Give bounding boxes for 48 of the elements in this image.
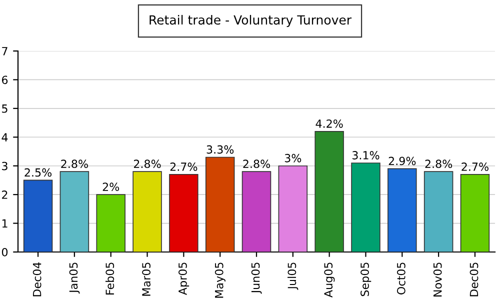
bar bbox=[169, 174, 198, 252]
x-tick-label: Feb05 bbox=[105, 262, 114, 294]
y-tick-label: 1 bbox=[2, 219, 8, 228]
data-label: 4.2% bbox=[316, 119, 343, 128]
x-tick-label: Oct05 bbox=[396, 262, 406, 294]
data-label: 2.8% bbox=[61, 160, 88, 168]
x-tick-label: Mar05 bbox=[142, 262, 150, 296]
bar bbox=[314, 130, 344, 252]
data-label: 2.5% bbox=[24, 168, 52, 177]
bar bbox=[424, 171, 454, 252]
bar bbox=[23, 180, 53, 252]
data-label: 2.8% bbox=[243, 160, 270, 168]
bar bbox=[205, 156, 235, 252]
data-label: 2.9% bbox=[388, 156, 416, 166]
bar bbox=[278, 165, 308, 252]
data-label: 2.7% bbox=[462, 162, 488, 171]
bar bbox=[132, 171, 162, 252]
x-tick-label: Jul05 bbox=[288, 262, 298, 290]
x-tick-label: Dec04 bbox=[32, 262, 42, 296]
y-tick-label: 0 bbox=[2, 248, 8, 256]
bar bbox=[460, 174, 490, 252]
x-tick-label: Dec05 bbox=[470, 262, 478, 296]
x-tick-label: Jun05 bbox=[251, 262, 262, 294]
y-tick-label: 3 bbox=[2, 162, 8, 170]
bar bbox=[351, 162, 380, 252]
data-label: 3.3% bbox=[206, 145, 234, 154]
bar bbox=[242, 171, 272, 252]
data-label: 2% bbox=[102, 182, 120, 192]
y-tick-label: 5 bbox=[2, 104, 8, 113]
data-label: 3.1% bbox=[352, 151, 380, 160]
bar bbox=[60, 171, 90, 252]
data-label: 3% bbox=[284, 154, 302, 162]
x-tick-label: Aug05 bbox=[324, 262, 335, 298]
x-tick-label: Sep05 bbox=[360, 262, 372, 296]
x-tick-label: May05 bbox=[214, 262, 226, 298]
chart-title: Retail trade - Voluntary Turnover bbox=[150, 14, 352, 28]
y-tick-label: 6 bbox=[2, 76, 8, 84]
y-tick-label: 4 bbox=[2, 133, 8, 142]
data-label: 2.8% bbox=[425, 160, 452, 168]
bar bbox=[388, 168, 417, 252]
y-tick-label: 2 bbox=[2, 190, 8, 199]
x-tick-label: Jan05 bbox=[69, 262, 80, 294]
x-tick-label: Apr05 bbox=[178, 262, 190, 295]
data-label: 2.7% bbox=[170, 162, 198, 171]
x-tick-label: Nov05 bbox=[433, 262, 442, 296]
data-label: 2.8% bbox=[134, 160, 161, 168]
y-tick-label: 7 bbox=[2, 47, 8, 56]
bar bbox=[96, 194, 126, 252]
